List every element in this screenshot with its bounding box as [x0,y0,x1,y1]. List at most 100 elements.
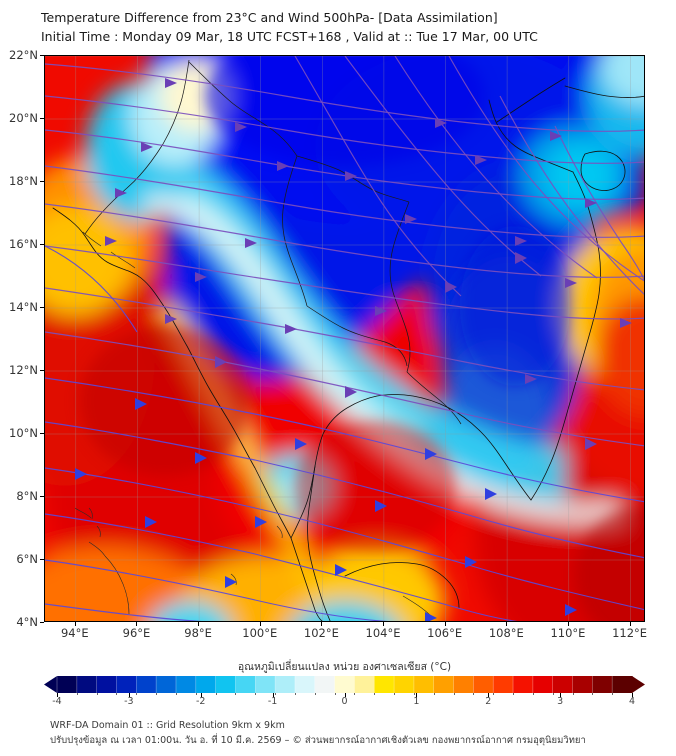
colorbar-minor-tick [532,693,534,695]
coastlines-and-borders [52,59,644,621]
colorbar-minor-tick [96,693,98,695]
x-axis-tick [321,622,323,626]
y-axis-tick-label: 8°N [16,489,38,503]
colorbar-band [394,676,415,693]
colorbar-minor-tick [57,693,58,695]
colorbar-band [136,676,157,693]
y-axis-tick-label: 22°N [9,48,38,62]
y-axis-tick-label: 10°N [9,426,38,440]
colorbar-minor-tick [116,693,118,695]
colorbar-minor-tick [314,693,316,695]
colorbar-minor-tick [76,693,78,695]
x-axis-tick [506,622,508,626]
y-axis-tick [40,307,44,308]
colorbar-band [572,676,593,693]
colorbar-minor-tick [513,693,515,695]
y-axis-tick [40,496,44,497]
colorbar-tick-label: -4 [52,696,62,707]
y-axis-tick-label: 14°N [9,300,38,314]
temperature-contour-field [45,56,644,621]
colorbar-band [552,676,574,693]
colorbar-band [612,676,633,693]
colorbar-band [513,676,534,693]
y-axis-tick [40,244,44,245]
colorbar-band [255,676,276,693]
colorbar-tick-label: 4 [628,696,636,707]
colorbar-minor-tick [612,693,614,695]
colorbar-minor-tick [473,693,475,695]
colorbar-tick [344,693,346,697]
colorbar-minor-tick [374,693,376,695]
x-axis-tick-label: 102°E [303,626,339,640]
colorbar-extend-max [632,676,645,693]
colorbar-tick [57,693,58,697]
colorbar-tick-label: 1 [413,696,420,707]
colorbar-band [156,676,177,693]
colorbar-tick [416,693,418,697]
colorbar-extend-min [44,676,57,693]
colorbar-minor-tick [136,693,138,695]
colorbar-minor-tick [195,693,197,695]
y-axis-tick [40,433,44,434]
colorbar-band [453,676,474,693]
colorbar-band [235,676,256,693]
x-axis-tick-label: 100°E [242,626,278,640]
y-axis-tick [40,370,44,371]
colorbar-minor-tick [255,693,257,695]
y-axis-tick [40,181,44,182]
colorbar-minor-tick [413,693,415,695]
colorbar-band [76,676,98,693]
colorbar-band [374,676,395,693]
x-axis-tick [629,622,631,626]
x-axis-tick-label: 106°E [427,626,463,640]
y-axis-tick-label: 12°N [9,363,38,377]
colorbar-band [116,676,137,693]
colorbar: อุณหภูมิเปลี่ยนแปลง หน่วย องศาเซลเซียส (… [44,658,645,708]
colorbar-band [473,676,494,693]
y-axis-tick [40,55,44,56]
footer-credit: ปรับปรุงข้อมูล ณ เวลา 01:00น. วัน อ. ที่… [50,735,586,746]
colorbar-minor-tick [275,693,277,695]
streamline-arrowheads [75,78,632,621]
temperature-field [45,56,644,621]
footer-block: WRF-DA Domain 01 :: Grid Resolution 9km … [50,718,586,748]
colorbar-minor-tick [235,693,237,695]
colorbar-band [354,676,375,693]
colorbar-tick [200,693,202,697]
colorbar-label: อุณหภูมิเปลี่ยนแปลง หน่วย องศาเซลเซียส (… [237,661,452,673]
x-axis-tick [74,622,76,626]
chart-title-block: Temperature Difference from 23°C and Win… [41,8,641,46]
x-axis-tick-label: 104°E [365,626,401,640]
y-axis-tick [40,622,44,623]
colorbar-tick [128,693,130,697]
colorbar-band [275,676,296,693]
y-axis-tick-label: 4°N [16,615,38,629]
colorbar-minor-tick [334,693,336,695]
colorbar-minor-tick [294,693,296,695]
colorbar-gradient [44,676,645,693]
colorbar-band [96,676,118,693]
x-axis-tick [383,622,385,626]
y-axis-tick-label: 6°N [16,552,38,566]
x-axis-tick-label: 98°E [184,626,212,640]
colorbar-tick-label: 3 [557,696,564,707]
x-axis-tick [444,622,446,626]
y-axis-tick-label: 16°N [9,237,38,251]
colorbar-swatches [44,676,645,693]
colorbar-tick-label: -1 [267,696,278,707]
colorbar-band [532,676,554,693]
colorbar-minor-tick [215,693,217,695]
x-axis-tick-label: 108°E [488,626,524,640]
x-axis-tick [259,622,261,626]
colorbar-band [175,676,197,693]
map-plot-area [44,55,645,622]
colorbar-band [215,676,237,693]
x-axis-tick [136,622,138,626]
colorbar-tick [272,693,274,697]
colorbar-minor-tick [175,693,177,695]
wind-streamlines [45,56,644,621]
colorbar-tick [560,693,562,697]
page-title: Temperature Difference from 23°C and Win… [41,10,498,25]
y-axis-tick-label: 20°N [9,111,38,125]
colorbar-minor-tick [156,693,158,695]
